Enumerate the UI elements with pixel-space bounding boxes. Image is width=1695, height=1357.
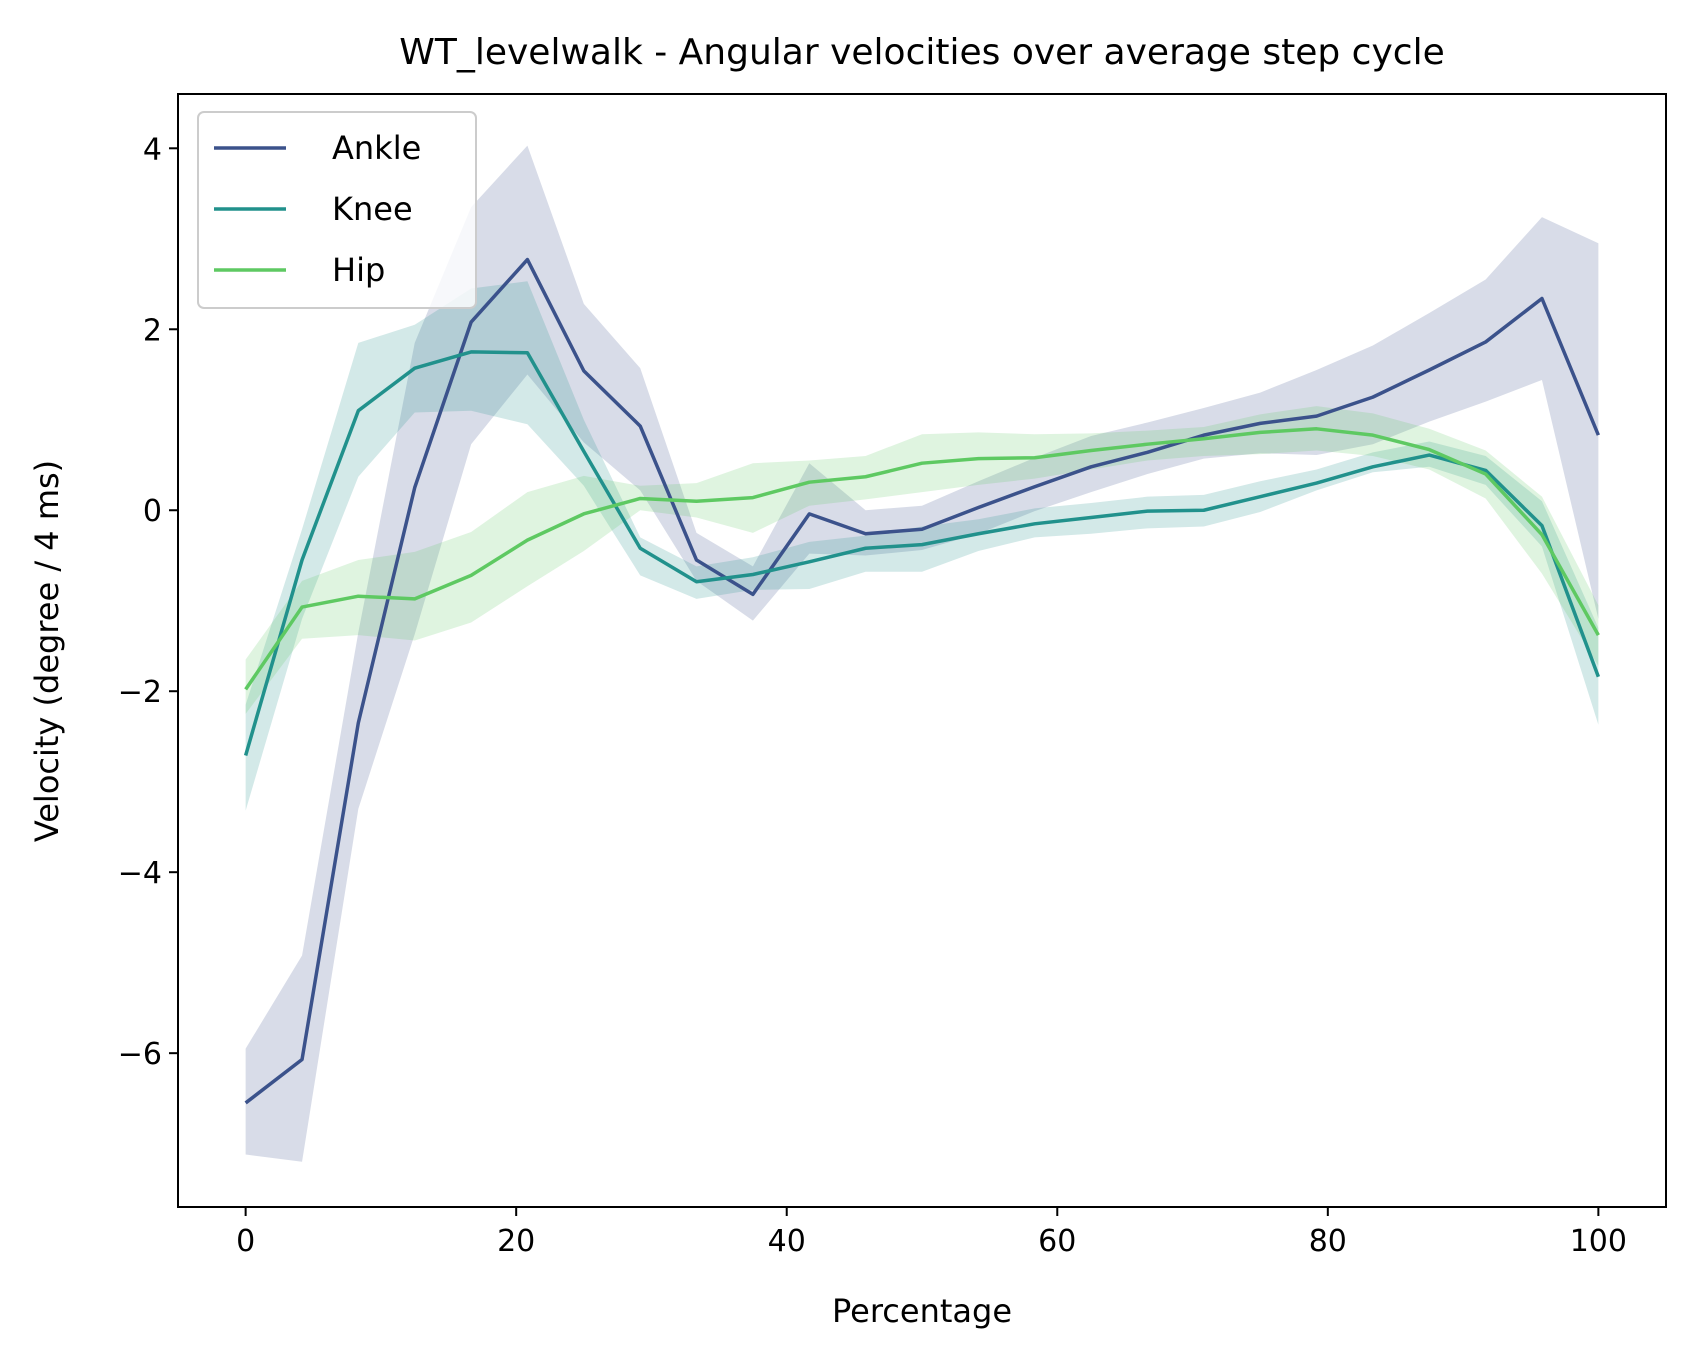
series-line-hip bbox=[244, 427, 1600, 691]
y-tick-label: 0 bbox=[143, 494, 162, 529]
x-tick-label: 80 bbox=[1309, 1224, 1347, 1259]
y-tick-label: −6 bbox=[118, 1037, 162, 1072]
y-axis-label: Velocity (degree / 4 ms) bbox=[28, 460, 66, 842]
x-tick-label: 60 bbox=[1038, 1224, 1076, 1259]
legend-label-ankle: Ankle bbox=[332, 129, 421, 167]
x-tick-label: 40 bbox=[768, 1224, 806, 1259]
legend-label-hip: Hip bbox=[332, 251, 385, 289]
x-tick-label: 0 bbox=[236, 1224, 255, 1259]
x-tick-label: 20 bbox=[497, 1224, 535, 1259]
chart-title: WT_levelwalk - Angular velocities over a… bbox=[399, 32, 1444, 73]
series-line-knee bbox=[243, 350, 1601, 756]
series-lines bbox=[243, 257, 1601, 1105]
legend: Ankle Knee Hip bbox=[197, 111, 477, 309]
series-line-ankle bbox=[244, 257, 1600, 1105]
plot-frame bbox=[177, 93, 1667, 1208]
legend-label-knee: Knee bbox=[332, 190, 413, 228]
legend-box bbox=[197, 111, 477, 309]
y-tick-label: −4 bbox=[118, 856, 162, 891]
y-tick-label: 2 bbox=[143, 313, 162, 348]
y-tick-label: −2 bbox=[118, 675, 162, 710]
y-tick-label: 4 bbox=[143, 132, 162, 167]
x-axis-ticks: 0 20 40 60 80 100 bbox=[236, 1207, 1627, 1259]
y-axis-ticks: −6 −4 −2 0 2 4 bbox=[118, 132, 178, 1072]
x-axis-label: Percentage bbox=[832, 1292, 1012, 1330]
x-tick-label: 100 bbox=[1570, 1224, 1627, 1259]
band-ankle bbox=[245, 145, 1599, 1162]
band-hip bbox=[245, 406, 1599, 714]
